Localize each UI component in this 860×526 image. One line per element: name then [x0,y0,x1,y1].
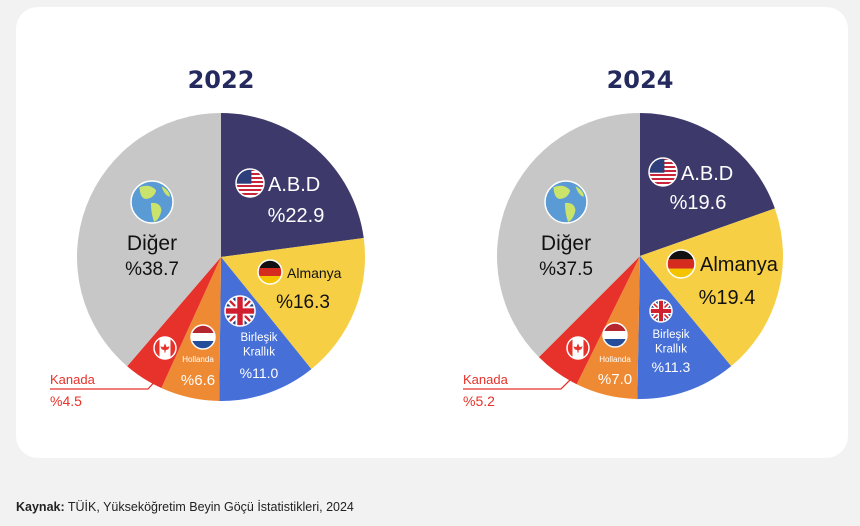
slice-value: %4.5 [50,393,82,409]
slice-name-line: Krallık [243,346,275,358]
pie-slice-kanada [127,257,221,389]
pie-slice-diger [76,113,222,367]
canada-flag-icon [566,336,590,360]
slice-value: %19.6 [670,192,727,214]
slice-value: %19.4 [699,287,756,309]
pie-slice-abd [221,113,364,257]
callout-line [463,379,571,390]
slice-value: %16.3 [276,292,330,313]
slice-name: Kanada [50,372,96,387]
source-note: Kaynak: TÜİK, Yükseköğretim Beyin Göçü İ… [16,500,354,514]
slice-name: A.B.D [681,163,733,185]
slice-name: A.B.D [268,174,320,196]
uk-flag-icon [224,295,256,327]
slice-label-diger: Diğer %37.5 [539,180,593,280]
slice-name-line: Birleşik [240,332,277,344]
slice-label-almanya: Almanya %19.4 [666,249,779,309]
canada-flag-icon [153,336,177,360]
germany-flag-icon [257,259,283,285]
chart-title: 2024 [607,66,674,94]
slice-name: Diğer [127,232,177,255]
globe-icon [130,180,174,224]
slice-name: Hollanda [599,355,631,364]
pie-slice-kanada [538,256,640,385]
slice-value: %11.0 [240,365,279,381]
pie-slice-hollanda [161,257,221,401]
pie-slice-almanya [221,238,365,370]
slice-name: Birleşik Krallık [652,329,689,355]
source-prefix: Kaynak: [16,500,65,514]
slice-value: %22.9 [268,205,325,227]
slice-value: %6.6 [181,372,215,389]
netherlands-flag-icon [190,324,216,350]
pie-chart-2022: 2022 A.B.D %22.9 Almanya %16.3 Birleşik Krall… [50,66,365,409]
slice-label-kanada: Kanada %5.2 [463,336,590,409]
slice-value: %38.7 [125,259,179,280]
slice-value: %11.3 [652,359,691,375]
slice-name: Almanya [287,265,342,281]
slice-label-hollanda: Hollanda %7.0 [598,322,632,388]
slice-name: Almanya [700,254,779,276]
us-flag-icon [648,157,678,187]
slice-name-line: Krallık [655,343,687,355]
pie-slice-abd [640,113,775,256]
pie-slice-almanya [640,208,783,367]
slice-label-almanya: Almanya %16.3 [257,259,342,313]
pie-slice-diger [496,113,640,358]
slice-name: Hollanda [182,355,214,364]
slice-label-abd: A.B.D %19.6 [648,157,733,214]
callout-line [50,377,159,390]
germany-flag-icon [666,249,696,279]
globe-icon [544,180,588,224]
pie-slice-birlesik_krallik [219,257,312,401]
uk-flag-icon [649,299,673,323]
slice-label-birlesik_krallik: Birleşik Krallık %11.3 [649,299,691,375]
source-text: TÜİK, Yükseköğretim Beyin Göçü İstatisti… [64,500,354,514]
slice-label-abd: A.B.D %22.9 [235,168,325,227]
slice-label-birlesik_krallik: Birleşik Krallık %11.0 [224,295,279,381]
pie-slice-birlesik_krallik [637,256,732,400]
slice-name-line: Birleşik [652,329,689,341]
netherlands-flag-icon [602,322,628,348]
chart-title: 2022 [188,66,255,94]
slice-value: %37.5 [539,259,593,280]
pie-slices [76,113,365,401]
pie-chart-2024: 2024 A.B.D %19.6 Almanya %19.4 Birleşik Krall… [463,66,783,409]
pie-slices [496,113,783,400]
slice-value: %7.0 [598,371,632,388]
slice-name: Birleşik Krallık [240,332,277,358]
slice-label-hollanda: Hollanda %6.6 [181,324,216,389]
slice-name: Kanada [463,372,509,387]
slice-label-kanada: Kanada %4.5 [50,336,177,409]
slice-name: Diğer [541,232,591,255]
us-flag-icon [235,168,265,198]
slice-label-diger: Diğer %38.7 [125,180,179,280]
slice-value: %5.2 [463,393,495,409]
